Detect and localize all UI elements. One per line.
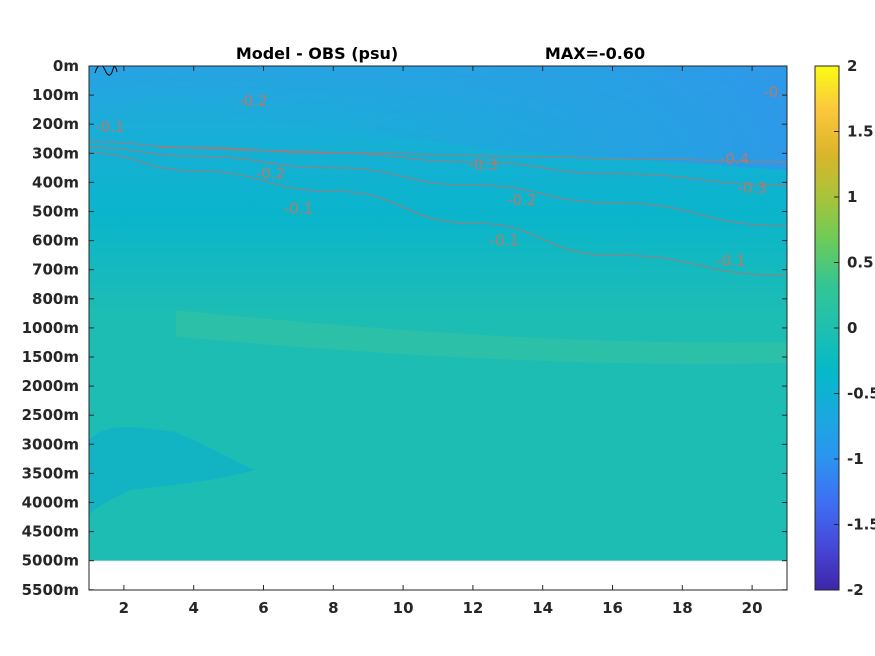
y-tick-label: 1000m: [22, 319, 79, 337]
y-tick-label: 2000m: [22, 377, 79, 395]
y-tick-label: 600m: [32, 232, 79, 250]
y-axis: 0m 100m 200m 300m 400m 500m 600m 700m 800m 1000m 1…: [22, 57, 787, 599]
surface-zero-contour: [94, 66, 118, 76]
colorbar-tick-label: -1: [847, 450, 864, 468]
colorbar-tick-label: 0: [847, 319, 857, 337]
chart-title-text: Model - OBS (psu): [236, 44, 398, 63]
y-tick-label: 400m: [32, 173, 79, 191]
surface-fresh-wedge: [89, 66, 787, 170]
band-shape: [176, 310, 787, 364]
y-tick-label: 200m: [32, 115, 79, 133]
mid-depth-band: [176, 310, 787, 364]
y-tick-label: 2500m: [22, 406, 79, 424]
contour-label: -0.2: [238, 92, 267, 110]
chart-title: Model - OBS (psu) MAX=-0.60: [236, 44, 645, 63]
contour-line-1: [89, 146, 787, 227]
colorbar-tick-label: -1.5: [847, 516, 875, 534]
y-tick-label: 0m: [53, 57, 79, 75]
y-tick-label: 4000m: [22, 494, 79, 512]
x-axis: 2 4 6 8 10 12 14 16 18 20: [119, 66, 763, 617]
contour-label: -0.2: [256, 165, 285, 183]
contour-label: -0.2: [507, 191, 536, 209]
colorbar-tick-label: 1.5: [847, 123, 874, 141]
colorbar-tick-label: -0.5: [847, 385, 875, 403]
contour-label: -0.: [763, 83, 783, 101]
contour-line-2: [89, 141, 787, 186]
y-tick-label: 3000m: [22, 435, 79, 453]
x-tick-label: 6: [258, 599, 268, 617]
contour-label: -0.3: [737, 179, 766, 197]
x-tick-label: 16: [602, 599, 623, 617]
contour-label: -0.1: [717, 252, 746, 270]
x-tick-label: 20: [742, 599, 763, 617]
x-tick-label: 8: [328, 599, 338, 617]
y-tick-label: 5500m: [22, 581, 79, 599]
colorbar: 2 1.5 1 0.5 0 -0.5 -1 -1.5 -2: [814, 57, 875, 599]
y-tick-label: 5000m: [22, 552, 79, 570]
colorbar-ticks: 2 1.5 1 0.5 0 -0.5 -1 -1.5 -2: [834, 57, 875, 599]
colorbar-tick-label: 1: [847, 188, 857, 206]
contour-label: -0.1: [490, 232, 519, 250]
contour-label: -0.1: [284, 200, 313, 218]
y-tick-label: 1500m: [22, 348, 79, 366]
y-tick-label: 4500m: [22, 523, 79, 541]
x-tick-label: 10: [393, 599, 414, 617]
y-tick-label: 500m: [32, 203, 79, 221]
contour-label: -0.3: [469, 156, 498, 174]
x-tick-label: 18: [672, 599, 693, 617]
y-tick-label: 800m: [32, 290, 79, 308]
y-tick-label: 700m: [32, 261, 79, 279]
x-tick-label: 4: [188, 599, 198, 617]
colorbar-tick-label: 0.5: [847, 254, 874, 272]
y-tick-label: 300m: [32, 144, 79, 162]
colorbar-tick-label: -2: [847, 581, 864, 599]
contour-label: -0.1: [95, 118, 124, 136]
max-value-label: MAX=-0.60: [545, 44, 645, 63]
y-tick-label: 3500m: [22, 464, 79, 482]
plot-area: -0.1 -0.2 -0.2 -0.1 -0.3 -0.2 -0.1 -0.4 -0.3 -0.1…: [89, 66, 787, 561]
contour-lines: [89, 141, 787, 277]
contour-line-0: [89, 152, 787, 277]
x-tick-label: 2: [119, 599, 129, 617]
colorbar-tick-label: 2: [847, 57, 857, 75]
contour-label: -0.4: [720, 150, 749, 168]
contour-labels: -0.1 -0.2 -0.2 -0.1 -0.3 -0.2 -0.1 -0.4 -0.3 -0.1…: [95, 83, 783, 270]
deep-low-patch: [89, 427, 255, 515]
y-tick-label: 100m: [32, 86, 79, 104]
x-tick-label: 14: [532, 599, 553, 617]
x-tick-label: 12: [462, 599, 483, 617]
contour-line-3: [158, 146, 787, 163]
